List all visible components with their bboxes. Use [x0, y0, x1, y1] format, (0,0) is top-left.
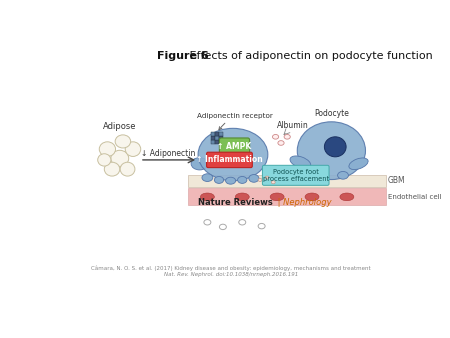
Bar: [211, 132, 215, 136]
Text: Podocyte: Podocyte: [314, 108, 349, 118]
Text: Adipose: Adipose: [103, 122, 136, 131]
Ellipse shape: [271, 181, 275, 184]
Ellipse shape: [235, 193, 249, 201]
Text: ↓ Adiponectin: ↓ Adiponectin: [141, 149, 196, 158]
Bar: [188, 188, 386, 206]
Ellipse shape: [115, 135, 130, 148]
Text: Adiponectin receptor: Adiponectin receptor: [197, 113, 272, 130]
Text: | Nephrology: | Nephrology: [275, 198, 331, 207]
Bar: [188, 174, 386, 187]
Ellipse shape: [258, 178, 262, 182]
Text: Endothelial cell: Endothelial cell: [388, 194, 441, 200]
Ellipse shape: [308, 172, 319, 180]
FancyBboxPatch shape: [220, 138, 250, 154]
Ellipse shape: [202, 174, 213, 182]
Ellipse shape: [98, 154, 111, 166]
Ellipse shape: [305, 193, 319, 201]
Bar: [211, 140, 215, 144]
Text: Figure 6: Figure 6: [157, 51, 209, 61]
Text: Podocyte foot
process effacement: Podocyte foot process effacement: [263, 169, 329, 182]
Bar: [219, 132, 223, 136]
Ellipse shape: [238, 176, 247, 184]
Text: ↑ Inflammation: ↑ Inflammation: [196, 155, 262, 164]
Ellipse shape: [290, 156, 311, 168]
Ellipse shape: [104, 162, 120, 176]
Ellipse shape: [265, 176, 269, 179]
Bar: [215, 136, 219, 140]
Ellipse shape: [278, 141, 284, 145]
Bar: [215, 140, 219, 144]
Ellipse shape: [125, 142, 141, 156]
Text: Câmara, N. O. S. et al. (2017) Kidney disease and obesity: epidemiology, mechani: Câmara, N. O. S. et al. (2017) Kidney di…: [91, 266, 370, 271]
Ellipse shape: [200, 193, 214, 201]
Text: Effects of adiponectin on podocyte function: Effects of adiponectin on podocyte funct…: [186, 51, 433, 61]
Ellipse shape: [273, 135, 279, 139]
Bar: [211, 136, 215, 140]
Ellipse shape: [297, 122, 365, 179]
Ellipse shape: [284, 135, 290, 139]
Ellipse shape: [214, 176, 224, 184]
Ellipse shape: [225, 177, 236, 184]
Ellipse shape: [324, 137, 346, 157]
Bar: [219, 140, 223, 144]
Ellipse shape: [340, 193, 354, 201]
Ellipse shape: [249, 174, 259, 182]
FancyBboxPatch shape: [207, 152, 252, 168]
Text: ↑ AMPK: ↑ AMPK: [217, 142, 252, 150]
Text: Albumin: Albumin: [277, 121, 309, 130]
Ellipse shape: [349, 158, 368, 170]
Bar: [215, 132, 219, 136]
Ellipse shape: [99, 142, 116, 156]
Ellipse shape: [191, 158, 208, 170]
Ellipse shape: [198, 128, 268, 181]
Bar: [219, 136, 223, 140]
Text: Nat. Rev. Nephrol. doi:10.1038/nrneph.2016.191: Nat. Rev. Nephrol. doi:10.1038/nrneph.20…: [163, 272, 298, 277]
FancyBboxPatch shape: [262, 165, 329, 185]
Text: GBM: GBM: [388, 176, 405, 185]
Text: Nature Reviews: Nature Reviews: [198, 198, 273, 207]
Ellipse shape: [270, 193, 284, 201]
Ellipse shape: [120, 162, 135, 176]
Ellipse shape: [111, 150, 129, 166]
Ellipse shape: [338, 171, 348, 179]
